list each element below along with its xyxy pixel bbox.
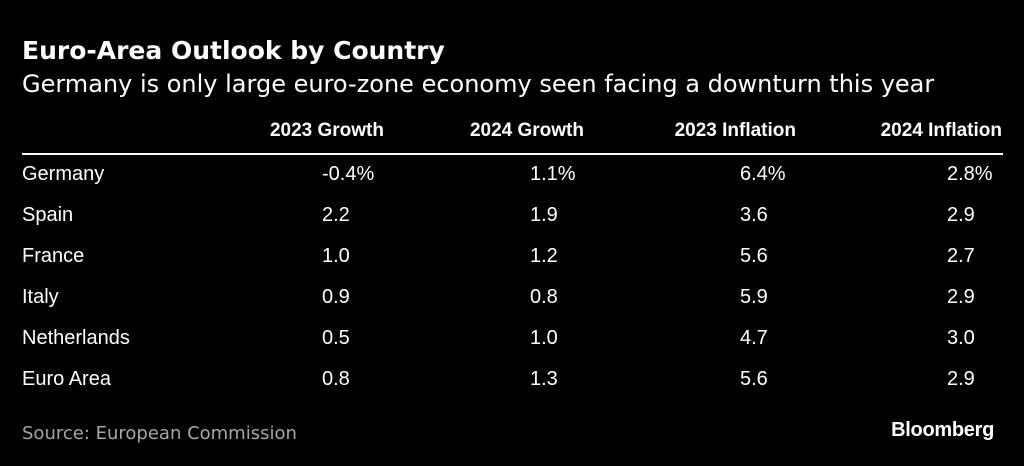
table-row: Germany -0.4% 1.1% 6.4% 2.8% <box>0 163 1024 203</box>
table-cell-3: 5.6 <box>740 245 768 267</box>
table-cell-4: 2.8% <box>947 163 993 185</box>
table-row: Euro Area 0.8 1.3 5.6 2.9 <box>0 368 1024 408</box>
row-label: France <box>22 245 85 267</box>
header-divider <box>22 153 1003 155</box>
chart-subtitle: Germany is only large euro-zone economy … <box>22 70 935 98</box>
table-cell-4: 2.9 <box>947 286 975 308</box>
table-cell-2: 0.8 <box>530 286 558 308</box>
table-cell-4: 2.7 <box>947 245 975 267</box>
row-label: Euro Area <box>22 368 111 390</box>
table-cell-3: 3.6 <box>740 204 768 226</box>
table-cell-4: 2.9 <box>947 204 975 226</box>
row-label: Germany <box>22 163 105 185</box>
column-header-2023-inflation: 2023 Inflation <box>674 120 796 141</box>
table-cell-3: 5.9 <box>740 286 768 308</box>
table-cell-4: 2.9 <box>947 368 975 390</box>
source-note: Source: European Commission <box>22 423 297 444</box>
table-row: Italy 0.9 0.8 5.9 2.9 <box>0 286 1024 326</box>
table-cell-4: 3.0 <box>947 327 975 349</box>
table-row: France 1.0 1.2 5.6 2.7 <box>0 245 1024 285</box>
chart-title: Euro-Area Outlook by Country <box>22 36 445 65</box>
table-cell-2: 1.1% <box>530 163 576 185</box>
bloomberg-logo: Bloomberg <box>891 419 994 441</box>
column-header-2024-growth: 2024 Growth <box>469 120 584 141</box>
table-cell-2: 1.0 <box>530 327 558 349</box>
table-cell-1: 0.5 <box>322 327 350 349</box>
row-label: Netherlands <box>22 327 130 349</box>
table-cell-2: 1.2 <box>530 245 558 267</box>
table-cell-3: 5.6 <box>740 368 768 390</box>
table-cell-1: 0.8 <box>322 368 350 390</box>
table-cell-1: -0.4% <box>322 163 375 185</box>
table-cell-1: 0.9 <box>322 286 350 308</box>
table-cell-3: 6.4% <box>740 163 786 185</box>
table-cell-1: 1.0 <box>322 245 350 267</box>
table-cell-1: 2.2 <box>322 204 350 226</box>
table-cell-3: 4.7 <box>740 327 768 349</box>
table-row: Spain 2.2 1.9 3.6 2.9 <box>0 204 1024 244</box>
column-header-2023-growth: 2023 Growth <box>269 120 384 141</box>
table-cell-2: 1.3 <box>530 368 558 390</box>
row-label: Spain <box>22 204 74 226</box>
table-row: Netherlands 0.5 1.0 4.7 3.0 <box>0 327 1024 367</box>
table-cell-2: 1.9 <box>530 204 558 226</box>
column-header-2024-inflation: 2024 Inflation <box>880 120 1002 141</box>
row-label: Italy <box>22 286 59 308</box>
